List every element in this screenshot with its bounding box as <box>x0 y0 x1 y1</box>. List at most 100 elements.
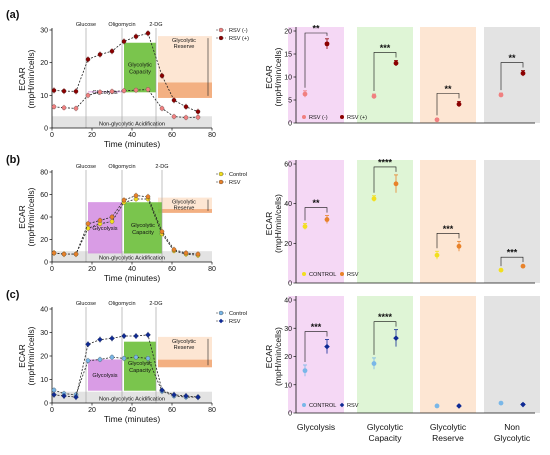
data-point <box>85 57 91 62</box>
significance-bracket <box>500 62 524 91</box>
injection-label: 2-DG <box>149 22 162 28</box>
data-point <box>145 332 151 338</box>
panel-label-a: (a) <box>6 9 20 21</box>
data-point <box>324 343 330 350</box>
data-point <box>393 60 399 66</box>
y-tick-label: 10 <box>284 75 292 82</box>
data-point <box>393 335 399 341</box>
glycolysis-box-label: Glycolysis <box>92 373 117 379</box>
legend-marker <box>218 179 224 185</box>
nonglycolytic-label: Non-glycolytic Acidification <box>99 397 165 403</box>
data-point <box>133 333 139 339</box>
data-point <box>145 356 151 361</box>
significance-label: ** <box>312 24 320 34</box>
injection-label: Oligomycin <box>108 164 135 170</box>
data-point <box>121 333 127 339</box>
injection-label: 2-DG <box>155 164 168 170</box>
x-tick-label: 20 <box>88 132 96 139</box>
data-point <box>195 251 201 257</box>
significance-bracket <box>373 52 397 92</box>
y-tick-label: 20 <box>284 29 292 36</box>
data-point <box>302 368 308 374</box>
y-tick-label: 30 <box>40 330 48 337</box>
data-point <box>183 115 189 120</box>
data-point <box>498 400 504 406</box>
data-point <box>195 394 201 400</box>
capacity-box <box>124 341 156 391</box>
legend-label: RSV (+) <box>347 115 367 121</box>
injection-label: 2-DG <box>149 301 162 307</box>
y-tick-label: 15 <box>284 52 292 59</box>
data-point <box>393 181 399 187</box>
data-point <box>109 48 115 54</box>
y-tick-label: 10 <box>284 382 292 389</box>
x-tick-label: 60 <box>168 407 176 414</box>
significance-label: *** <box>311 322 322 332</box>
data-point <box>109 89 115 94</box>
category-label-2b: Capacity <box>368 433 402 443</box>
y-tick-label: 0 <box>288 121 292 128</box>
x-tick-label: 0 <box>50 407 54 414</box>
data-point <box>434 117 440 123</box>
y-tick-label: 40 <box>284 201 292 208</box>
data-point <box>109 214 115 220</box>
reserve-label-2: Reserve <box>174 206 195 212</box>
data-point <box>121 356 127 361</box>
reserve-label-2: Reserve <box>174 44 195 50</box>
data-point <box>133 193 139 198</box>
reserve-label-1: Glycolytic <box>172 339 196 345</box>
data-point <box>371 361 377 366</box>
category-labels: Glycolysis Glycolytic Capacity Glycolyti… <box>297 422 531 443</box>
y-tick-label: 0 <box>44 260 48 267</box>
data-point <box>121 39 127 44</box>
data-point <box>171 247 177 252</box>
data-point <box>85 93 91 98</box>
capacity-box-label-2: Capacity <box>129 70 151 76</box>
y-axis-label: ECAR <box>264 65 274 89</box>
data-point <box>97 218 103 223</box>
data-point <box>456 243 462 249</box>
x-tick-label: 80 <box>208 266 216 273</box>
y-axis-unit: (mpH/min/cells) <box>273 47 283 106</box>
category-band <box>357 160 413 283</box>
significance-label: **** <box>378 312 393 322</box>
significance-label: ** <box>312 198 320 208</box>
y-axis-label: ECAR <box>264 345 274 369</box>
significance-label: *** <box>380 43 391 53</box>
reserve-band-base <box>158 82 212 98</box>
data-point <box>97 357 103 362</box>
significance-label: ** <box>444 84 452 94</box>
y-axis-label: ECAR <box>264 212 274 236</box>
injection-label: Glucose <box>76 164 96 170</box>
data-point <box>183 104 189 110</box>
legend-marker <box>218 310 224 316</box>
glycolysis-box <box>88 359 122 391</box>
y-axis-label: ECAR <box>17 67 27 91</box>
data-point <box>145 31 151 36</box>
glycolysis-box <box>88 202 122 254</box>
x-tick-label: 0 <box>50 132 54 139</box>
data-point <box>97 89 103 95</box>
panel-label-b: (b) <box>6 154 20 166</box>
data-point <box>171 114 177 119</box>
y-tick-label: 40 <box>40 215 48 222</box>
data-point <box>109 354 115 360</box>
data-point <box>520 401 526 408</box>
data-point <box>51 387 57 393</box>
x-tick-label: 80 <box>208 407 216 414</box>
y-tick-label: 10 <box>40 93 48 100</box>
legend-label: RSV (+) <box>229 36 249 42</box>
category-band <box>288 27 344 123</box>
legend-marker <box>218 318 224 324</box>
x-tick-label: 80 <box>208 132 216 139</box>
legend-label: RSV (-) <box>229 28 248 34</box>
data-point <box>145 194 151 199</box>
data-point <box>456 403 462 409</box>
y-tick-label: 0 <box>288 411 292 418</box>
panel-a-line-chart: Non-glycolytic Acidification Glycolysis Gl… <box>17 22 249 149</box>
significance-bracket <box>304 207 328 221</box>
data-point <box>61 105 67 110</box>
data-point <box>51 104 57 110</box>
